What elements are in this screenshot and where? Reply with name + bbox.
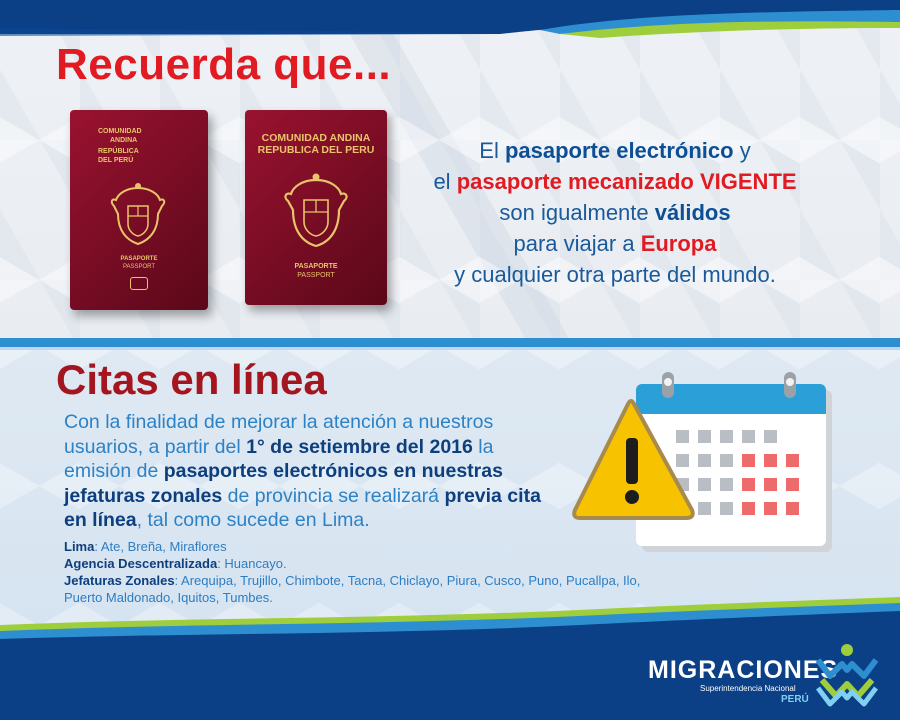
body-text: la emisión de: [64, 435, 494, 483]
office-jefaturas: Jefaturas Zonales: Arequipa, Trujillo, C…: [64, 572, 664, 606]
message-line-1: El pasaporte electrónico y: [380, 135, 850, 166]
body-text: de provincia se realizará: [222, 484, 445, 507]
calendar-icon: [572, 372, 832, 552]
message-text: son igualmente: [499, 200, 655, 225]
body-text: Con la finalidad de mejorar la atención …: [64, 411, 494, 458]
office-agencia-label: Agencia Descentralizada: [64, 556, 218, 571]
passport-large-label1: PASAPORTE: [294, 263, 338, 270]
message-text: el: [433, 169, 457, 194]
logo-subtitle: Superintendencia Nacional: [700, 684, 796, 693]
citas-description: Con la finalidad de mejorar la atención …: [64, 410, 564, 533]
passport-large-label2: PASSPORT: [297, 272, 335, 279]
machine-readable-passport-image: COMUNIDAD ANDINA REPUBLICA DEL PERU PASA…: [245, 110, 387, 305]
bottom-wave-band: [0, 597, 900, 720]
message-mechanized-passport: pasaporte mecanizado VIGENTE: [456, 169, 797, 194]
message-valid: válidos: [654, 200, 731, 225]
passport-validity-message: El pasaporte electrónico y el pasaporte …: [380, 135, 850, 290]
message-europe: Europa: [640, 231, 717, 256]
office-lima: Lima: Ate, Breña, Miraflores: [64, 538, 664, 555]
passport-small-line3: REPÚBLICA: [98, 148, 139, 155]
logo-name: MIGRACIONES: [648, 656, 839, 684]
page-title-recuerda: Recuerda que...: [56, 40, 392, 89]
passport-small-label2: PASSPORT: [122, 264, 156, 270]
office-list: Lima: Ate, Breña, Miraflores Agencia Des…: [64, 538, 664, 606]
message-text: y: [733, 138, 751, 163]
passport-large-line1: COMUNIDAD ANDINA: [261, 132, 371, 144]
body-start-date: 1° de setiembre del 2016: [246, 435, 473, 458]
coat-of-arms-icon: [284, 173, 348, 248]
passport-small-line4: DEL PERÚ: [98, 157, 134, 164]
section-divider: [0, 338, 900, 347]
body-text: , tal como sucede en Lima.: [136, 509, 370, 531]
message-text: El: [479, 138, 505, 163]
body-online-appointment: previa cita en línea: [64, 484, 541, 532]
office-lima-label: Lima: [64, 539, 95, 554]
message-line-3: son igualmente válidos: [380, 197, 850, 228]
message-line-5: y cualquier otra parte del mundo.: [454, 262, 776, 287]
message-text: para viajar a: [513, 231, 641, 256]
section-title-citas: Citas en línea: [56, 356, 327, 403]
passport-large-line2: REPUBLICA DEL PERU: [257, 144, 375, 156]
migraciones-logo-icon: [815, 644, 879, 707]
office-jefaturas-label: Jefaturas Zonales: [64, 573, 175, 588]
coat-of-arms-icon: [110, 183, 166, 246]
message-line-4: para viajar a Europa: [380, 228, 850, 259]
passport-small-line1: COMUNIDAD: [98, 128, 142, 135]
logo-country: PERÚ: [781, 694, 809, 705]
office-jefaturas-value: : Arequipa, Trujillo, Chimbote, Tacna, C…: [64, 573, 641, 605]
top-wave-band: [0, 0, 900, 38]
calendar-grid: [676, 430, 799, 515]
warning-icon: [572, 399, 695, 520]
electronic-passport-image: COMUNIDAD ANDINA REPÚBLICA DEL PERÚ PASA…: [70, 110, 208, 310]
section-divider-light: [0, 347, 900, 350]
office-lima-value: : Ate, Breña, Miraflores: [94, 539, 227, 554]
passport-small-line2: ANDINA: [110, 137, 138, 144]
message-electronic-passport: pasaporte electrónico: [504, 138, 734, 163]
chip-icon: [130, 277, 148, 290]
office-agencia: Agencia Descentralizada: Huancayo.: [64, 555, 664, 572]
message-line-2: el pasaporte mecanizado VIGENTE: [380, 166, 850, 197]
passport-small-label1: PASAPORTE: [120, 256, 158, 262]
body-electronic-passports: pasaportes electrónicos en nuestras jefa…: [64, 460, 503, 507]
office-agencia-value: : Huancayo.: [217, 556, 287, 571]
